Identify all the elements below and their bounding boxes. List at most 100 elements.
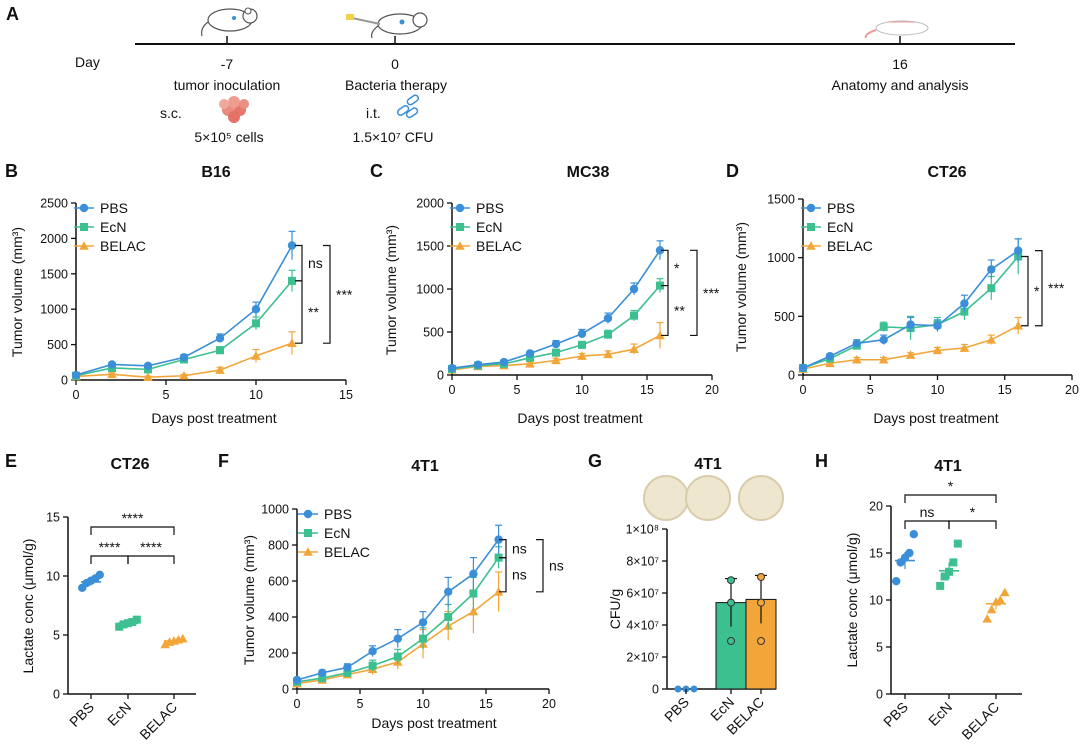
data-point [953, 539, 962, 548]
significance-label: ns [512, 567, 527, 583]
x-tick-label: 10 [249, 388, 263, 402]
data-point [825, 358, 835, 368]
data-point [630, 311, 638, 320]
data-point [949, 558, 958, 567]
significance-bracket [904, 494, 997, 503]
data-point [905, 350, 916, 359]
data-point [444, 587, 453, 596]
series-pbs [292, 524, 503, 685]
y-tick-label: 20 [869, 500, 883, 514]
significance-bracket [295, 244, 303, 282]
y-tick-label: 0 [652, 683, 659, 697]
mouse-dissection-icon [864, 20, 929, 39]
legend-label-belac: BELAC [100, 238, 146, 254]
data-point [1013, 320, 1023, 330]
significance-bracket [661, 284, 669, 337]
y-tick-label: 2000 [40, 232, 68, 246]
x-tick-label: 20 [705, 383, 719, 397]
y-tick-label: 1000 [40, 303, 68, 317]
data-point [215, 365, 225, 374]
significance-label: **** [140, 539, 162, 555]
data-point [493, 587, 504, 596]
significance-bracket [948, 520, 997, 529]
chart-title: MC38 [567, 164, 610, 181]
timeline-event-therapy: Bacteria therapy [345, 77, 447, 93]
bacteria-icon [396, 94, 420, 119]
legend-label-pbs: PBS [324, 506, 352, 522]
legend-label-pbs: PBS [827, 200, 855, 216]
data-point [368, 647, 377, 656]
group-ecn [115, 615, 141, 631]
data-point [757, 637, 765, 645]
data-point [757, 598, 765, 607]
y-tick-label: 1000 [261, 503, 289, 517]
y-tick-label: 0 [876, 688, 883, 702]
legend-label-ecn: EcN [324, 525, 350, 541]
chart-title: B16 [201, 164, 230, 181]
y-axis-label: Lactate conc (μmol/g) [844, 533, 860, 668]
legend-marker [303, 509, 313, 519]
significance-bracket [904, 520, 950, 529]
x-tick-label: PBS [66, 699, 97, 730]
data-point [940, 572, 949, 581]
data-point [552, 348, 560, 357]
panel-h: H 4T1 Lactate conc (μmol/g) 0 5 10 15 20 PBS EcN B… [815, 451, 1022, 743]
significance-label: ns [512, 541, 527, 557]
data-point [119, 620, 128, 629]
legend-marker [79, 241, 89, 250]
timeline-day-0: 0 [391, 56, 399, 72]
data-point [551, 355, 561, 365]
panel-f: F 4T1 Tumor volume (mm³) 0 200 400 600 800 1000 0… [218, 451, 564, 731]
x-tick-label: 0 [800, 383, 807, 397]
route-sc: s.c. [160, 105, 182, 121]
data-point [757, 573, 765, 581]
significance-label: **** [99, 539, 121, 555]
data-point [393, 652, 402, 661]
legend-label-belac: BELAC [324, 544, 370, 560]
significance-label: ns [920, 504, 935, 520]
data-point [909, 530, 918, 539]
timeline-event-inoculation: tumor inoculation [174, 77, 281, 93]
data-point [656, 281, 664, 290]
data-point [288, 276, 296, 285]
legend-label-ecn: EcN [100, 219, 126, 235]
x-tick-label: 0 [294, 697, 301, 711]
data-point [936, 581, 945, 590]
data-point [494, 553, 503, 562]
data-point [987, 265, 996, 274]
timeline-event-analysis: Anatomy and analysis [832, 77, 969, 93]
x-tick-label: 10 [416, 697, 430, 711]
panel-d: D CT26 Tumor volume (mm³) 0 500 1000 1500 0 5 10 1… [726, 161, 1079, 426]
group-pbs [78, 570, 105, 592]
y-tick-label: 1000 [767, 251, 795, 265]
data-point [115, 622, 124, 631]
x-tick-label: BELAC [958, 699, 1002, 743]
significance-bracket [661, 249, 669, 287]
significance-label: **** [122, 510, 144, 526]
y-tick-label: 8×10⁷ [626, 555, 659, 569]
x-tick-label: 5 [867, 383, 874, 397]
significance-bracket [1021, 255, 1029, 327]
y-axis-label: Tumor volume (mm³) [383, 225, 399, 355]
data-point [393, 634, 402, 643]
legend-marker [304, 529, 312, 537]
chart-title: 4T1 [411, 458, 439, 475]
data-point [143, 372, 153, 381]
data-point [603, 349, 613, 359]
y-tick-label: 0 [61, 374, 68, 388]
y-tick-label: 500 [774, 310, 795, 324]
y-tick-label: 2000 [416, 197, 444, 211]
data-point [987, 284, 996, 293]
data-point [469, 589, 478, 598]
group-belac [160, 633, 188, 649]
x-axis-label: Days post treatment [371, 715, 496, 731]
y-tick-label: 200 [268, 647, 289, 661]
x-tick-label: 15 [998, 383, 1012, 397]
data-point [318, 674, 327, 683]
series-ecn [293, 546, 503, 686]
y-tick-label: 4×10⁷ [626, 619, 659, 633]
significance-label: * [674, 260, 680, 276]
series-pbs [71, 230, 297, 380]
significance-bracket [90, 555, 129, 564]
data-point [551, 339, 561, 349]
